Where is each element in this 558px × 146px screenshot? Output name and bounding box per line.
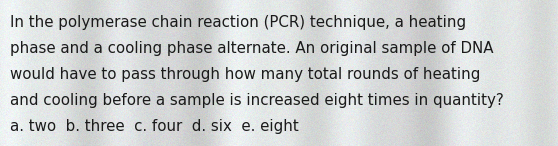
Text: phase and a cooling phase alternate. An original sample of DNA: phase and a cooling phase alternate. An …	[10, 41, 493, 56]
Text: would have to pass through how many total rounds of heating: would have to pass through how many tota…	[10, 67, 480, 82]
Text: In the polymerase chain reaction (PCR) technique, a heating: In the polymerase chain reaction (PCR) t…	[10, 15, 466, 30]
Text: and cooling before a sample is increased eight times in quantity?: and cooling before a sample is increased…	[10, 93, 504, 108]
Text: a. two  b. three  c. four  d. six  e. eight: a. two b. three c. four d. six e. eight	[10, 119, 299, 134]
